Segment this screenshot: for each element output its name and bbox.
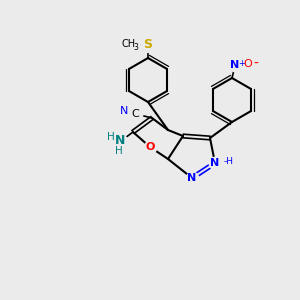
Text: N: N (115, 134, 125, 147)
Text: O: O (145, 142, 155, 152)
Text: N: N (210, 158, 220, 168)
Text: O: O (244, 59, 252, 69)
Text: H: H (115, 146, 123, 156)
Text: S: S (143, 38, 152, 52)
Text: CH: CH (122, 39, 136, 49)
Text: -: - (254, 57, 258, 71)
Text: 3: 3 (134, 43, 138, 52)
Text: N: N (188, 173, 196, 183)
Text: +: + (238, 59, 245, 68)
Text: N: N (230, 60, 240, 70)
Text: N: N (120, 106, 128, 116)
Text: H: H (107, 132, 115, 142)
Text: -H: -H (224, 158, 234, 166)
Text: C: C (132, 109, 140, 119)
